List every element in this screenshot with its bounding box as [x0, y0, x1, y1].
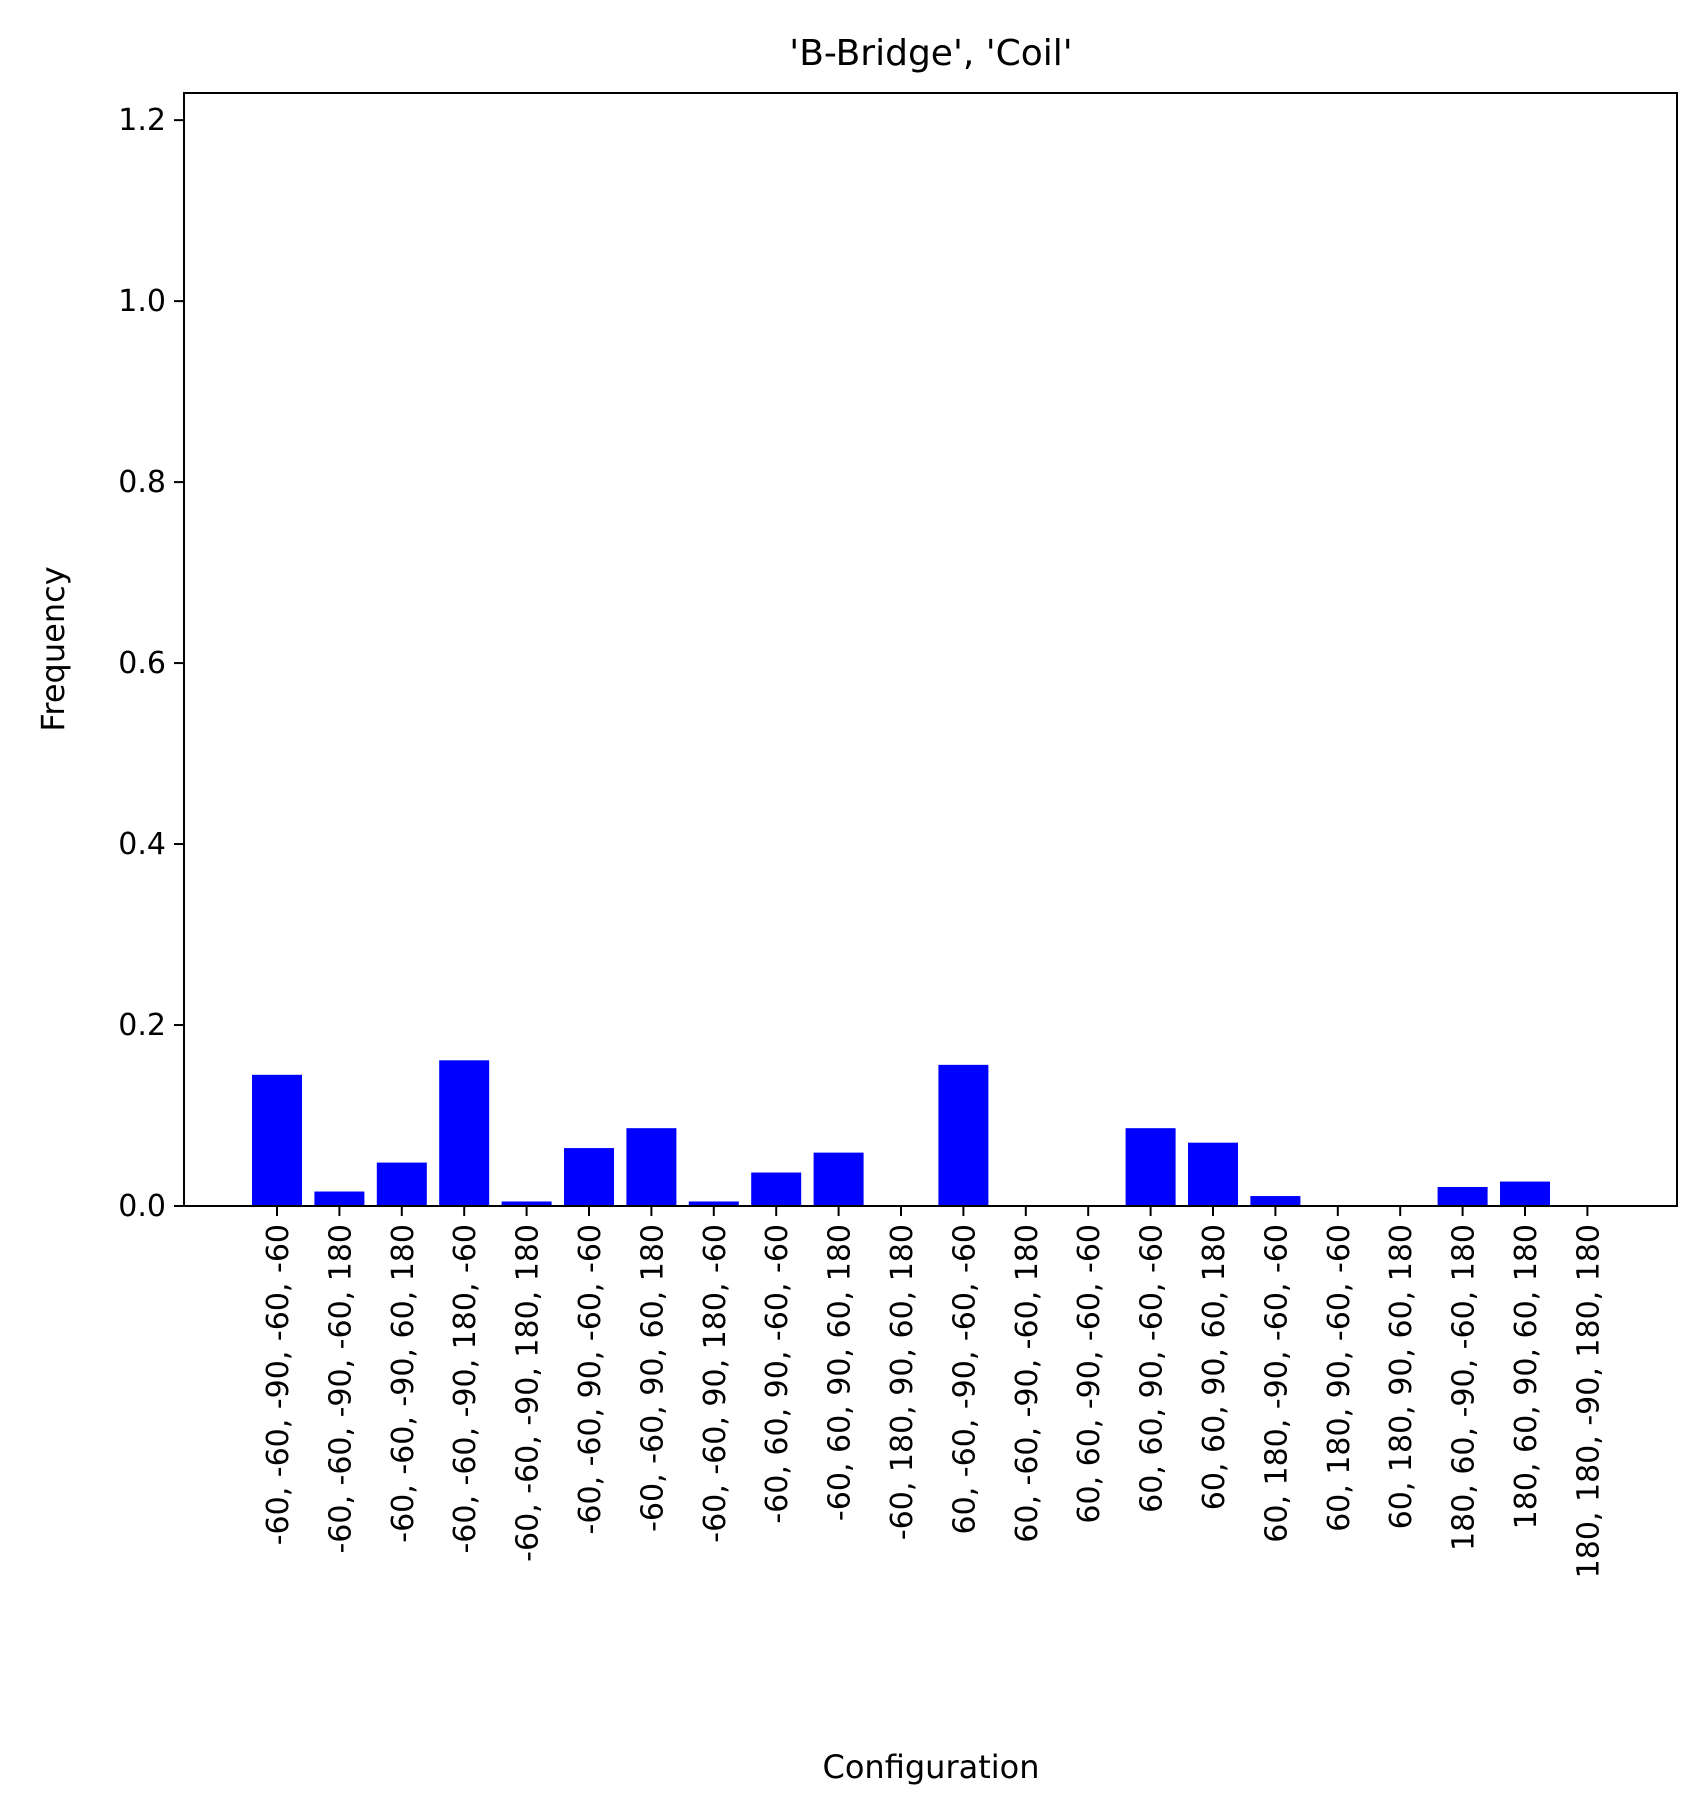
- x-axis-label: Configuration: [822, 1748, 1039, 1786]
- y-tick-label: 0.6: [118, 646, 166, 681]
- x-tick-label: 180, 60, 90, 60, 180: [1509, 1224, 1544, 1529]
- x-tick-label: 60, 60, 90, -60, -60: [1135, 1224, 1170, 1513]
- bar: [1250, 1196, 1301, 1206]
- x-tick-label: -60, -60, -90, 180, 180: [511, 1224, 546, 1562]
- bar: [376, 1162, 427, 1206]
- x-tick-label: -60, -60, -90, 60, 180: [386, 1224, 421, 1543]
- y-tick-label: 0.8: [118, 465, 166, 500]
- y-axis-ticks: 0.0 0.2 0.4 0.6 0.8 1.0 1.2: [118, 103, 184, 1224]
- x-tick-label: 60, 60, -90, -60, -60: [1072, 1224, 1107, 1524]
- x-tick-label: -60, 60, 90, -60, -60: [760, 1224, 795, 1524]
- x-tick-label: 60, 180, 90, -60, -60: [1322, 1224, 1357, 1532]
- x-tick-label: -60, -60, -90, 180, -60: [448, 1224, 483, 1554]
- x-tick-label: 60, 180, 90, 60, 180: [1384, 1224, 1419, 1529]
- chart-title: 'B-Bridge', 'Coil': [789, 33, 1072, 74]
- bar: [1188, 1142, 1238, 1206]
- y-axis-label: Frequency: [34, 566, 72, 731]
- plot-area-frame: [183, 92, 1678, 1207]
- bar: [1125, 1128, 1176, 1206]
- x-tick-label: -60, 180, 90, 60, 180: [885, 1224, 920, 1540]
- x-tick-label: -60, -60, 90, 180, -60: [698, 1224, 733, 1543]
- x-tick-label: -60, -60, -90, -60, -60: [261, 1224, 296, 1545]
- bar: [813, 1152, 864, 1206]
- x-axis-ticks: -60, -60, -90, -60, -60 -60, -60, -90, -6…: [261, 1206, 1606, 1578]
- bar: [439, 1060, 490, 1206]
- x-tick-label: -60, 60, 90, 60, 180: [823, 1224, 858, 1521]
- y-tick-label: 1.2: [118, 103, 166, 138]
- bar: [751, 1172, 802, 1206]
- x-tick-label: 60, -60, -90, -60, 180: [1010, 1224, 1045, 1543]
- bar: [626, 1128, 677, 1206]
- bar: [501, 1201, 552, 1206]
- x-tick-label: 180, 60, -90, -60, 180: [1447, 1224, 1482, 1551]
- x-tick-label: -60, -60, -90, -60, 180: [323, 1224, 358, 1554]
- y-tick-label: 0.0: [118, 1189, 166, 1224]
- bar: [252, 1074, 302, 1206]
- bar: [1437, 1186, 1488, 1206]
- bar: [688, 1201, 739, 1206]
- y-tick-label: 1.0: [118, 284, 166, 319]
- bars-group: [252, 1060, 1550, 1206]
- x-tick-label: 180, 180, -90, 180, 180: [1571, 1224, 1606, 1578]
- bar: [564, 1148, 614, 1206]
- y-tick-label: 0.4: [118, 827, 166, 862]
- x-tick-label: -60, -60, 90, 60, 180: [635, 1224, 670, 1532]
- bar: [314, 1191, 365, 1206]
- x-tick-label: 60, -60, -90, -60, -60: [947, 1224, 982, 1534]
- bar: [1500, 1181, 1550, 1206]
- bar: [938, 1064, 989, 1206]
- y-tick-label: 0.2: [118, 1008, 166, 1043]
- x-tick-label: 60, 60, 90, 60, 180: [1197, 1224, 1232, 1510]
- x-tick-label: -60, -60, 90, -60, -60: [573, 1224, 608, 1534]
- x-tick-label: 60, 180, -90, -60, -60: [1259, 1224, 1294, 1543]
